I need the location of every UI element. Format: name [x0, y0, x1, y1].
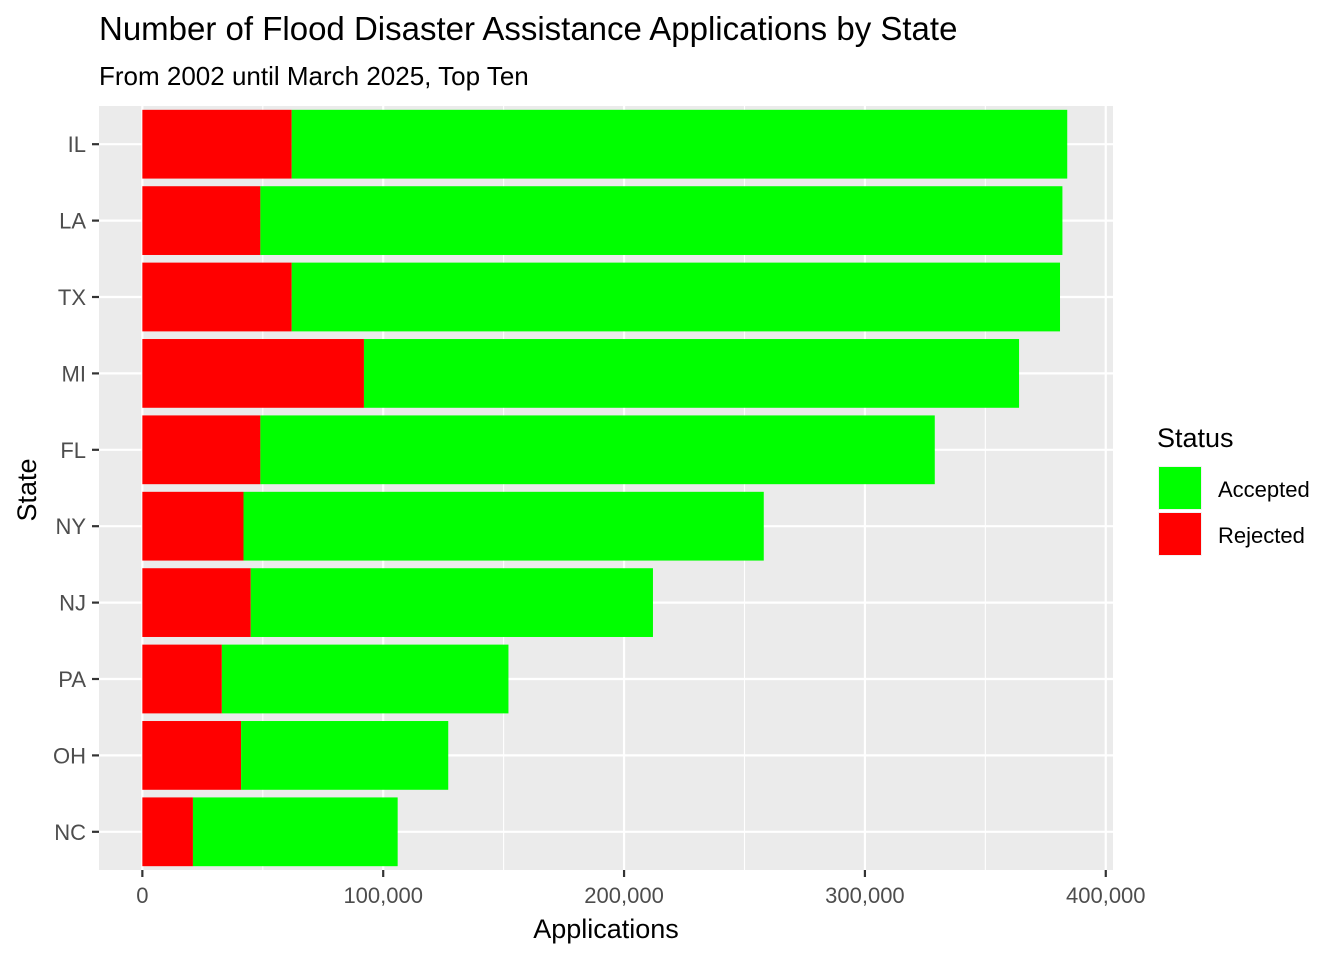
bar-ny-rejected	[142, 491, 244, 561]
y-tick-label: FL	[60, 438, 86, 463]
x-tick-label: 300,000	[825, 883, 905, 908]
legend-swatch-rejected	[1159, 513, 1201, 555]
bar-la-accepted	[260, 186, 1063, 255]
bar-fl-rejected	[142, 415, 261, 485]
x-axis-title: Applications	[533, 914, 679, 944]
bar-il-rejected	[142, 109, 292, 179]
x-tick-label: 0	[136, 883, 148, 908]
chart-subtitle: From 2002 until March 2025, Top Ten	[99, 61, 529, 91]
legend-label-rejected: Rejected	[1218, 523, 1305, 548]
plot-panel	[99, 106, 1113, 870]
bar-tx-accepted	[291, 262, 1061, 332]
bar-marks	[142, 109, 1068, 867]
bar-ny-accepted	[243, 491, 764, 561]
legend-label-accepted: Accepted	[1218, 477, 1310, 502]
bar-oh-rejected	[142, 721, 242, 790]
y-tick-label: IL	[68, 132, 86, 157]
bar-pa-accepted	[221, 644, 509, 714]
legend-swatch-accepted	[1159, 467, 1201, 509]
y-tick-label: TX	[58, 285, 86, 310]
bar-nj-rejected	[142, 568, 251, 637]
legend-title: Status	[1157, 423, 1234, 453]
y-axis: IL LA TX MI FL NY NJ PA OH NC	[53, 132, 99, 845]
bar-fl-accepted	[260, 415, 935, 485]
x-axis: 0 100,000 200,000 300,000 400,000	[136, 870, 1146, 908]
y-tick-label: NY	[55, 514, 86, 539]
y-tick-label: LA	[59, 209, 86, 234]
bar-pa-rejected	[142, 644, 222, 714]
legend: Status Accepted Rejected	[1157, 423, 1310, 556]
x-tick-label: 400,000	[1066, 883, 1146, 908]
bar-mi-accepted	[363, 339, 1020, 408]
y-axis-title: State	[12, 458, 42, 521]
bar-nc-rejected	[142, 797, 193, 867]
bar-tx-rejected	[142, 262, 292, 332]
x-tick-label: 100,000	[343, 883, 423, 908]
bar-nj-accepted	[250, 568, 653, 637]
y-tick-label: MI	[62, 361, 86, 386]
y-tick-label: PA	[58, 667, 86, 692]
y-tick-label: OH	[53, 743, 86, 768]
bar-nc-accepted	[192, 797, 398, 867]
y-tick-label: NJ	[59, 591, 86, 616]
x-tick-label: 200,000	[584, 883, 664, 908]
bar-oh-accepted	[241, 721, 449, 790]
chart-title: Number of Flood Disaster Assistance Appl…	[99, 10, 957, 47]
bar-la-rejected	[142, 186, 261, 255]
bar-il-accepted	[291, 109, 1068, 179]
bar-mi-rejected	[142, 339, 364, 408]
y-tick-label: NC	[54, 820, 86, 845]
